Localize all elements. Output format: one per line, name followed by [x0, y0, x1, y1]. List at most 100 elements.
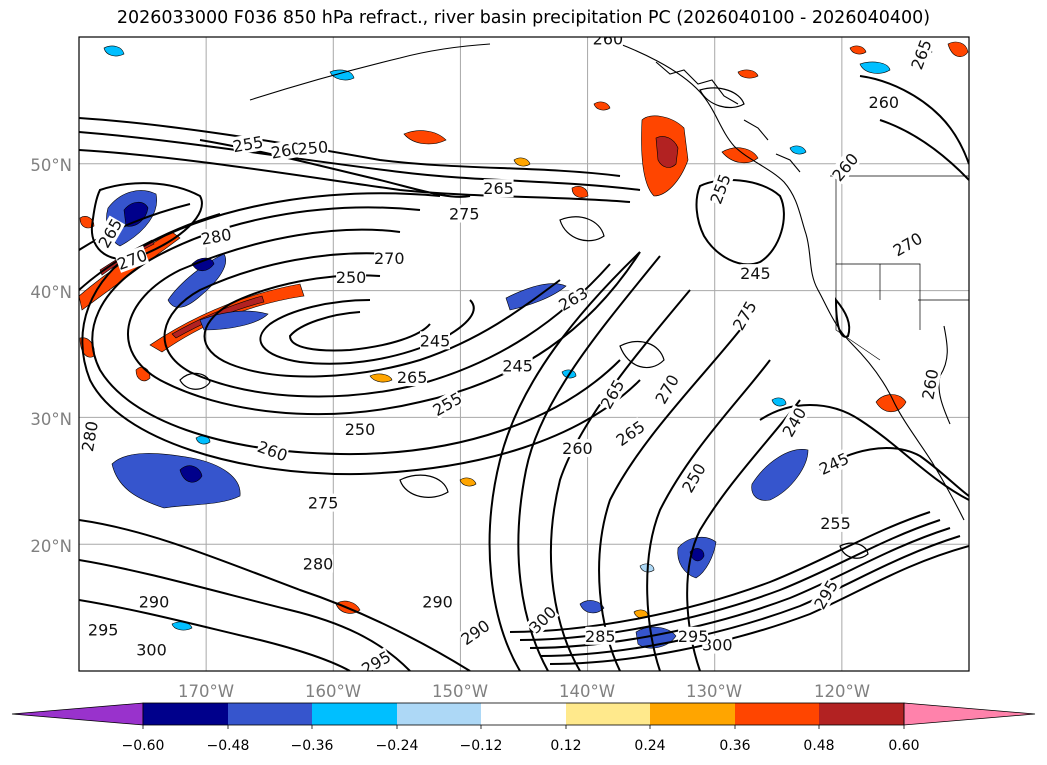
contour-label-halo	[336, 267, 367, 286]
contour-label-text: 290	[139, 593, 170, 612]
contour-label-halo	[255, 437, 290, 465]
contour-south	[79, 519, 471, 671]
contour-label: 300	[702, 635, 733, 655]
contour-ring	[288, 311, 431, 352]
contour-label: 295	[678, 626, 708, 646]
state-borders	[835, 176, 969, 361]
contour-west-small	[90, 182, 203, 261]
contour-east	[834, 297, 851, 338]
coastline-islands	[655, 61, 801, 173]
x-tick-label: 120°W	[814, 682, 870, 701]
x-tick-label: 150°W	[432, 682, 488, 701]
contour-label-halo	[483, 179, 514, 198]
contour-label-halo	[562, 439, 593, 458]
contour-label-text: 260	[562, 439, 593, 458]
contour-label-text: 275	[449, 205, 480, 224]
colorbar-tick-label: −0.24	[376, 738, 419, 754]
anomaly-cool-core	[689, 548, 705, 562]
contour-label-halo	[88, 620, 119, 639]
colorbar-tick-label: −0.36	[291, 738, 334, 754]
anomaly-warm	[737, 69, 759, 79]
contour-label: 260	[869, 92, 899, 112]
anomaly-warm	[947, 41, 969, 57]
contour-ring	[163, 252, 611, 398]
contour-jet	[509, 511, 931, 633]
contour-label-halo	[139, 592, 170, 611]
contour-trough	[517, 255, 661, 671]
contour-small	[559, 216, 605, 242]
y-tick-label: 30°N	[30, 410, 72, 429]
x-tick-label: 160°W	[305, 682, 361, 701]
contour-label-halo	[269, 138, 303, 162]
contour-label: 245	[740, 264, 771, 283]
contour-label: 265	[397, 368, 428, 387]
anomaly-cool	[771, 397, 787, 407]
contour-label-halo	[555, 283, 591, 314]
contour-label-text: 285	[585, 627, 616, 646]
x-tick-label: 130°W	[686, 682, 742, 701]
contour-label-halo	[729, 297, 760, 333]
contour-label: 300	[136, 640, 167, 660]
contour-label-halo	[374, 248, 405, 267]
contour-label: 250	[336, 267, 367, 287]
contour-label-halo	[358, 647, 394, 671]
anomaly-warm	[513, 157, 531, 167]
contour-label: 265	[483, 179, 514, 198]
colorbar-bin	[650, 703, 735, 725]
x-axis: 170°W 160°W 150°W 140°W 130°W 120°W	[178, 682, 870, 701]
contour-label-halo	[596, 376, 628, 412]
contour-label-halo	[79, 419, 101, 453]
colorbar-tick-label: 0.12	[550, 738, 581, 754]
contour-east	[695, 179, 785, 266]
anomaly-cool	[195, 435, 211, 445]
contour-label-halo	[740, 264, 771, 283]
contour-east	[759, 404, 969, 501]
refractivity-contours-thin	[179, 87, 869, 559]
colorbar: −0.60 −0.48 −0.36 −0.24 −0.12 0.12 0.24 …	[11, 702, 1036, 754]
contour-label-halo	[397, 368, 428, 387]
contour-east	[859, 75, 969, 165]
colorbar-bin	[312, 703, 397, 725]
contour-label-text: 245	[502, 357, 533, 376]
contour-label: 285	[585, 626, 616, 646]
contour-label-halo	[918, 367, 942, 401]
colorbar-tick-label: −0.12	[460, 738, 503, 754]
anomaly-cool-core	[179, 465, 203, 483]
contour-label: 280	[303, 554, 334, 573]
contour-label: 280	[78, 419, 102, 453]
colorbar-tick-label: 0.24	[634, 738, 665, 754]
colorbar-bin	[819, 703, 904, 725]
contour-label-halo	[889, 228, 925, 260]
x-tick-label: 170°W	[178, 682, 234, 701]
contour-label-halo	[303, 554, 334, 573]
contour-ring-outer	[81, 192, 641, 476]
contour-trough	[488, 251, 641, 671]
contour-label-text: 280	[78, 420, 102, 453]
anomaly-cool	[751, 449, 809, 501]
contour-south	[79, 599, 351, 671]
colorbar-extend-high	[903, 702, 1036, 726]
contour-label-halo	[612, 417, 648, 450]
contour-label-halo	[422, 592, 453, 611]
colorbar-frame	[142, 702, 905, 726]
anomaly-cool	[171, 621, 193, 631]
contour-label-halo	[828, 149, 862, 185]
anomaly-warm	[79, 231, 181, 311]
contour-ring	[203, 274, 561, 378]
anomaly-warm	[849, 45, 867, 55]
anomaly-cool	[103, 45, 125, 57]
colorbar-tick-label: 0.48	[803, 738, 834, 754]
contour-label-text: 275	[308, 494, 339, 513]
contour-label-halo	[678, 460, 709, 496]
anomaly-warm	[721, 147, 759, 164]
contour-small	[399, 474, 449, 498]
contour-label: 290	[139, 592, 170, 612]
contour-label-halo	[651, 371, 683, 407]
anomaly-warm	[149, 283, 305, 353]
anomaly-warm-core	[655, 136, 679, 168]
coastline-west	[599, 37, 965, 521]
contour-label-text: 300	[702, 636, 733, 655]
y-axis: 20°N 30°N 40°N 50°N	[30, 156, 72, 556]
contour-trough	[549, 289, 691, 671]
contour-label-halo	[585, 626, 616, 645]
